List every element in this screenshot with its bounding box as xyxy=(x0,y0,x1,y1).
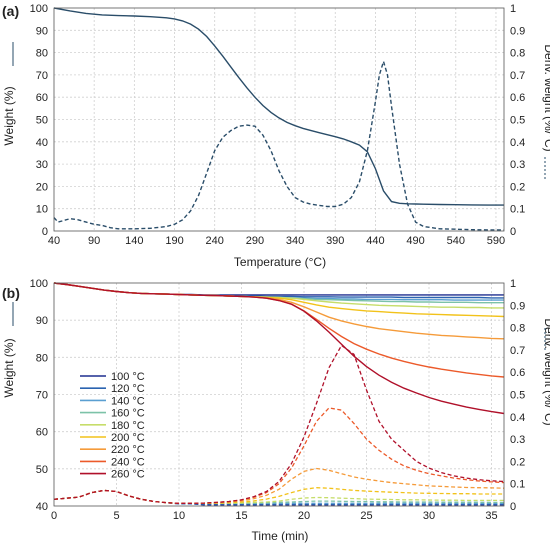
panel-b-legend-label-4: 180 °C xyxy=(111,420,145,432)
panel-a-y2tick-label-1: 0.1 xyxy=(510,204,525,216)
panel-a-y2tick-label-0: 0 xyxy=(510,226,516,238)
panel-a-ytick-label-1: 10 xyxy=(36,204,48,216)
panel-b-deriv-line-1 xyxy=(53,489,504,505)
panel-b-legend-label-3: 160 °C xyxy=(111,408,145,420)
panel-b-ytick-label-1: 50 xyxy=(36,464,48,476)
panel-a-y2tick-label-9: 0.9 xyxy=(510,25,525,37)
panel-b-ytick-label-3: 70 xyxy=(36,390,48,402)
panel-a-y2tick-label-3: 0.3 xyxy=(510,159,525,171)
panel-a-ytick-label-8: 80 xyxy=(36,48,48,60)
panel-b-weight-line-1 xyxy=(53,282,504,299)
panel-a-xtick-label-8: 440 xyxy=(366,235,384,247)
panel-a-ytick-label-0: 0 xyxy=(42,226,48,238)
panel-b-legend-label-0: 100 °C xyxy=(111,371,145,383)
panel-a-ylabel: Weight (%) xyxy=(2,86,16,145)
panel-a-xtick-label-0: 40 xyxy=(48,235,60,247)
panel-a-plot-frame xyxy=(53,7,505,232)
panel-b-deriv-line-0 xyxy=(53,489,504,506)
panel-a-xtick-label-5: 290 xyxy=(246,235,264,247)
panel-a-ytick-label-6: 60 xyxy=(36,92,48,104)
panel-b-ytick-label-6: 100 xyxy=(30,278,48,290)
panel-a-ytick-label-3: 30 xyxy=(36,159,48,171)
panel-b-plot-frame xyxy=(53,282,505,507)
panel-b-legend-label-7: 240 °C xyxy=(111,456,145,468)
panel-b-ytick-label-4: 80 xyxy=(36,352,48,364)
panel-a-ytick-label-10: 100 xyxy=(30,3,48,15)
panel-a-label: (a) xyxy=(2,3,19,19)
panel-b-xtick-label-3: 15 xyxy=(235,510,247,522)
panel-b-y2tick-label-10: 1 xyxy=(510,278,516,290)
panel-b-deriv-line-3 xyxy=(53,489,504,504)
panel-b-chart: (b) 0 5 10 15 20 25 30 35 40 50 60 70 80 90 100 0 0.1 0.2… xyxy=(2,278,550,543)
panel-a-y2tick-label-10: 1 xyxy=(510,3,516,15)
panel-b-y2tick-label-7: 0.7 xyxy=(510,345,525,357)
panel-b-deriv-line-5 xyxy=(53,487,504,504)
panel-b-ylabel: Weight (%) xyxy=(2,338,16,397)
panel-a-xtick-label-9: 490 xyxy=(406,235,424,247)
panel-b-y2tick-label-3: 0.3 xyxy=(510,434,525,446)
panel-b-y2tick-label-2: 0.2 xyxy=(510,456,525,468)
panel-b-deriv-line-6 xyxy=(53,467,505,504)
panel-b-legend-label-6: 220 °C xyxy=(111,444,145,456)
panel-b-y2tick-label-5: 0.5 xyxy=(510,390,525,402)
panel-b-y2tick-label-0: 0 xyxy=(510,501,516,513)
panel-a-weight-line xyxy=(53,7,504,206)
panel-b-xtick-label-2: 10 xyxy=(173,510,185,522)
panel-a-y2tick-label-8: 0.8 xyxy=(510,48,525,60)
panel-b-weight-line-0 xyxy=(53,282,504,296)
panel-b-legend-label-2: 140 °C xyxy=(111,395,145,407)
panel-b-y2tick-label-9: 0.9 xyxy=(510,300,525,312)
panel-b-xlabel: Time (min) xyxy=(252,529,309,543)
panel-a-ytick-label-4: 40 xyxy=(36,137,48,149)
panel-b-weight-line-8 xyxy=(53,282,505,415)
panel-a-xtick-label-10: 540 xyxy=(447,235,465,247)
panel-a-y2tick-label-6: 0.6 xyxy=(510,92,525,104)
panel-a-ytick-label-9: 90 xyxy=(36,25,48,37)
panel-b-y2tick-label-8: 0.8 xyxy=(510,323,525,335)
panel-b-deriv-line-2 xyxy=(53,489,504,504)
panel-a-ytick-label-7: 70 xyxy=(36,70,48,82)
panel-a-chart: (a) 40 90 140 190 240 290 340 390 440 490 540 59001… xyxy=(2,3,550,269)
panel-b-xtick-label-6: 30 xyxy=(423,510,435,522)
panel-b-xtick-label-4: 20 xyxy=(298,510,310,522)
panel-b-ytick-label-5: 90 xyxy=(36,315,48,327)
panel-a-xtick-label-3: 190 xyxy=(165,235,183,247)
panel-b-deriv-line-4 xyxy=(53,489,504,504)
panel-b-y2tick-label-4: 0.4 xyxy=(510,412,525,424)
panel-b-label: (b) xyxy=(2,285,20,301)
panel-b-legend-label-5: 200 °C xyxy=(111,432,145,444)
panel-a-xtick-label-6: 340 xyxy=(286,235,304,247)
panel-b-legend-label-8: 260 °C xyxy=(111,469,145,481)
panel-b-y2tick-label-6: 0.6 xyxy=(510,367,525,379)
panel-a-y2tick-label-7: 0.7 xyxy=(510,70,525,82)
panel-b-xtick-label-1: 5 xyxy=(113,510,119,522)
panel-a-deriv-line xyxy=(53,59,504,231)
panel-a-xtick-label-4: 240 xyxy=(206,235,224,247)
panel-a-y2tick-label-2: 0.2 xyxy=(510,181,525,193)
panel-a-xtick-label-11: 590 xyxy=(487,235,505,247)
panel-a-y2tick-label-5: 0.5 xyxy=(510,115,525,127)
panel-b-ytick-label-0: 40 xyxy=(36,501,48,513)
panel-a-ytick-label-5: 50 xyxy=(36,115,48,127)
panel-a-ytick-label-2: 20 xyxy=(36,181,48,193)
panel-b-ytick-label-2: 60 xyxy=(36,427,48,439)
panel-b-y2tick-label-1: 0.1 xyxy=(510,479,525,491)
panel-a-xtick-label-7: 390 xyxy=(326,235,344,247)
panel-b-xtick-label-7: 35 xyxy=(485,510,497,522)
panel-b-xtick-label-0: 0 xyxy=(51,510,57,522)
panel-b-y2label: Deriv. weight (%/°C) xyxy=(542,318,550,425)
panel-b-legend-label-1: 120 °C xyxy=(111,383,145,395)
panel-a-y2tick-label-4: 0.4 xyxy=(510,137,525,149)
panel-a-xtick-label-2: 140 xyxy=(125,235,143,247)
panel-a-y2label: Deriv. weight (%/°C) xyxy=(542,44,550,151)
panel-a-xtick-label-1: 90 xyxy=(88,235,100,247)
panel-b-xtick-label-5: 25 xyxy=(360,510,372,522)
panel-a-xlabel: Temperature (°C) xyxy=(234,255,326,269)
